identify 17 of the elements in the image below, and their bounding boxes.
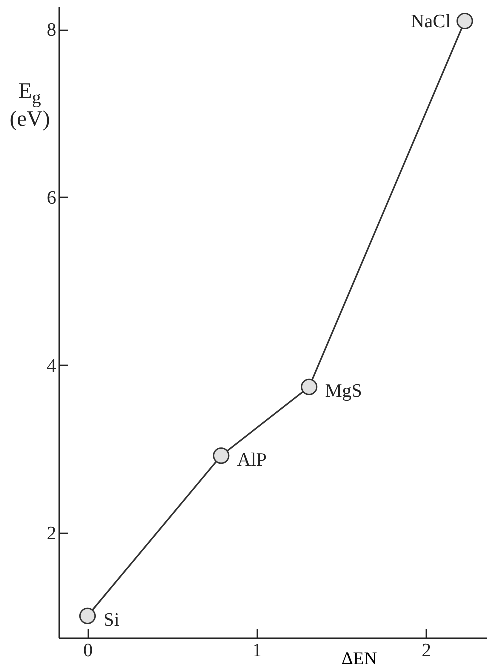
y-tick-label: 8 [47,20,56,42]
y-axis-title: E$_{g}$ (eV) [8,78,52,132]
annotation: MgS [325,381,362,402]
point [456,12,474,30]
x-tick-label: 2 [422,640,432,662]
point [213,448,230,464]
x-axis-title: ΔEN [342,648,378,668]
y-tick-label: 6 [47,188,56,209]
annotation: NaCl [410,11,452,32]
y-tick-label: 4 [47,356,57,377]
x-tick-label: 0 [84,640,94,662]
point [79,608,96,624]
y-tick-label: 2 [47,524,56,545]
x-tick-label: 1 [252,640,262,662]
point [301,378,318,396]
annotation: AlP [237,450,267,471]
annotation: Si [104,610,120,632]
